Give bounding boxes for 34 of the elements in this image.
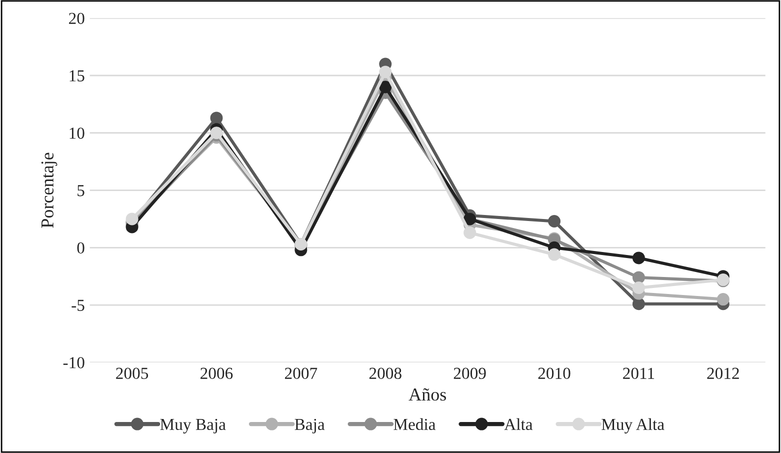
point bbox=[632, 298, 645, 310]
point bbox=[548, 214, 561, 228]
point bbox=[716, 293, 730, 306]
y-tick-label: 20 bbox=[69, 12, 84, 24]
point bbox=[379, 66, 392, 78]
point bbox=[548, 248, 561, 261]
point bbox=[632, 282, 645, 294]
point bbox=[632, 252, 645, 264]
legend-label: Muy Baja bbox=[160, 418, 226, 434]
y-axis-title: Porcentaje bbox=[41, 152, 58, 228]
x-tick-label: 2008 bbox=[369, 368, 402, 379]
x-tick-label: 2005 bbox=[116, 368, 148, 379]
point bbox=[210, 112, 223, 124]
point bbox=[126, 212, 138, 226]
legend-label: Muy Alta bbox=[602, 418, 664, 434]
y-tick-label: -5 bbox=[72, 300, 84, 311]
y-tick-label: 0 bbox=[77, 242, 84, 254]
point bbox=[464, 226, 476, 239]
x-tick-label: 2011 bbox=[623, 368, 654, 379]
legend-label: Media bbox=[394, 418, 436, 430]
x-tick-label: 2012 bbox=[707, 368, 739, 379]
point bbox=[632, 271, 645, 284]
x-axis-title: Años bbox=[408, 388, 446, 401]
x-tick-label: 2006 bbox=[200, 368, 233, 379]
x-tick-label: 2009 bbox=[454, 368, 486, 379]
legend-label: Baja bbox=[294, 418, 325, 434]
legend-label: Alta bbox=[504, 418, 533, 430]
x-tick-label: 2007 bbox=[284, 368, 318, 379]
point bbox=[379, 80, 392, 94]
y-tick-label: 5 bbox=[78, 185, 84, 196]
y-tick-label: 15 bbox=[70, 70, 84, 82]
x-tick-label: 2010 bbox=[538, 368, 570, 379]
y-tick-label: -10 bbox=[63, 357, 84, 368]
y-tick-label: 10 bbox=[70, 128, 84, 139]
